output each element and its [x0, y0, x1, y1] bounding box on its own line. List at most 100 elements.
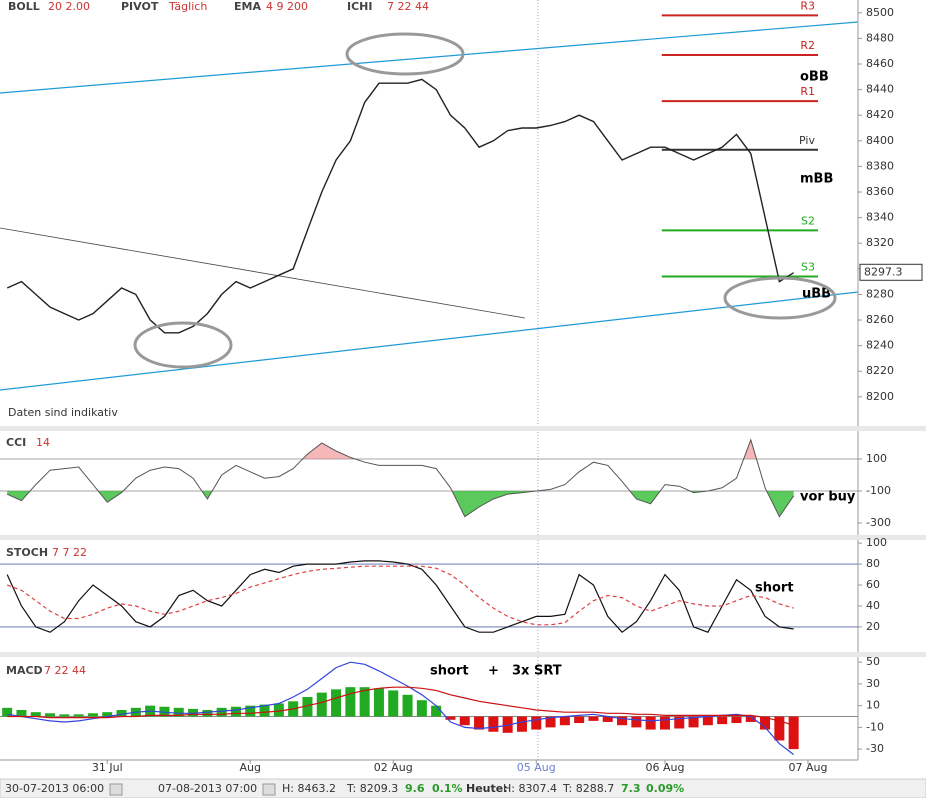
- pivot-label: Piv: [799, 134, 815, 147]
- x-tick-label: Aug: [240, 761, 261, 774]
- histogram-bar: [559, 716, 570, 726]
- highlight-ellipse: [723, 276, 837, 320]
- trend-line: [0, 21, 859, 94]
- y-tick-label: 80: [866, 557, 880, 570]
- panel-params: 7 22 44: [44, 664, 86, 677]
- pivot-label: S3: [801, 261, 815, 274]
- y-tick-label: 100: [866, 452, 887, 465]
- annotation: mBB: [800, 172, 833, 187]
- histogram-bar: [702, 716, 713, 726]
- histogram-bar: [345, 687, 356, 717]
- status-today: Heute:: [466, 782, 508, 795]
- last-price-box: [859, 263, 923, 281]
- histogram-bar: [216, 707, 227, 717]
- x-tick-label: 06 Aug: [645, 761, 684, 774]
- panel-params: 14: [36, 436, 50, 449]
- last-price-label: 8297.3: [864, 265, 903, 278]
- annotation: vor buy: [800, 490, 856, 505]
- annotation: oBB: [800, 70, 829, 85]
- y-tick-label: 8440: [866, 83, 894, 96]
- status-today-low: T: 8288.7: [562, 782, 614, 795]
- histogram-bar: [588, 716, 599, 721]
- status-today-change: 7.3: [621, 782, 641, 795]
- histogram-bar: [45, 713, 56, 717]
- x-tick-label: 07 Aug: [788, 761, 827, 774]
- histogram-bar: [87, 713, 98, 717]
- calendar-icon[interactable]: [262, 783, 276, 796]
- annotation: short: [430, 664, 469, 679]
- y-tick-label: 8340: [866, 211, 894, 224]
- indicator-params: 7 22 44: [387, 0, 429, 13]
- histogram-bar: [617, 716, 628, 726]
- histogram-bar: [202, 710, 213, 717]
- panel-divider[interactable]: [0, 535, 926, 540]
- y-tick-label: 8240: [866, 339, 894, 352]
- y-tick-label: 8260: [866, 313, 894, 326]
- status-low: T: 8209.3: [346, 782, 398, 795]
- y-tick-label: 8320: [866, 236, 894, 249]
- histogram-bar: [173, 707, 184, 717]
- series-line: [6, 560, 794, 634]
- indicator-name: BOLL: [8, 0, 40, 13]
- status-change-pct: 0.1%: [432, 782, 463, 795]
- y-tick-label: 40: [866, 599, 880, 612]
- macd-line: [7, 661, 795, 756]
- histogram-bar: [731, 716, 742, 724]
- y-tick-label: 100: [866, 536, 887, 549]
- panel-title: STOCH: [6, 546, 48, 559]
- price-line: [6, 78, 795, 334]
- status-high: H: 8463.2: [282, 782, 336, 795]
- histogram-bar: [760, 716, 771, 730]
- histogram-bar: [788, 716, 799, 750]
- calendar-icon[interactable]: [109, 783, 123, 796]
- y-tick-label: -300: [866, 516, 891, 529]
- annotation: +: [488, 664, 499, 679]
- cci-overbought-fill: [302, 439, 757, 460]
- indicator-name: ICHI: [347, 0, 372, 13]
- histogram-bar: [431, 705, 442, 717]
- annotation: short: [755, 581, 794, 596]
- histogram-bar: [388, 690, 399, 717]
- trend-line: [0, 291, 859, 391]
- histogram-bar: [717, 716, 728, 725]
- series-line: [6, 565, 794, 626]
- status-to: 07-08-2013 07:00: [158, 782, 257, 795]
- histogram-bar: [674, 716, 685, 729]
- histogram-bar: [531, 716, 542, 730]
- x-tick-label: 05 Aug: [517, 761, 556, 774]
- histogram-bar: [631, 716, 642, 728]
- histogram-bar: [402, 694, 413, 717]
- histogram-bar: [116, 710, 127, 717]
- y-tick-label: 8360: [866, 185, 894, 198]
- histogram-bar: [445, 716, 456, 720]
- y-tick-label: -100: [866, 484, 891, 497]
- histogram-bar: [59, 714, 70, 717]
- note: Daten sind indikativ: [8, 406, 118, 419]
- histogram-bar: [273, 703, 284, 717]
- histogram-bar: [416, 700, 427, 717]
- histogram-bar: [516, 716, 527, 732]
- trend-line: [0, 227, 526, 319]
- histogram-bar: [474, 716, 485, 730]
- status-change: 9.6: [405, 782, 425, 795]
- histogram-bar: [745, 716, 756, 722]
- y-tick-label: 8380: [866, 159, 894, 172]
- status-from: 30-07-2013 06:00: [5, 782, 104, 795]
- panel-divider[interactable]: [0, 426, 926, 431]
- y-tick-label: 60: [866, 578, 880, 591]
- y-tick-label: 8220: [866, 364, 894, 377]
- y-tick-label: -10: [866, 720, 884, 733]
- histogram-bar: [302, 696, 313, 717]
- status-today-change-pct: 0.09%: [646, 782, 684, 795]
- indicator-params: Täglich: [168, 0, 207, 13]
- indicator-params: 20 2.00: [48, 0, 90, 13]
- cci-line: [6, 438, 795, 518]
- histogram-bar: [73, 714, 84, 717]
- panel-divider[interactable]: [0, 652, 926, 657]
- y-tick-label: 50: [866, 655, 880, 668]
- pivot-label: S2: [801, 214, 815, 227]
- indicator-name: PIVOT: [121, 0, 159, 13]
- histogram-bar: [602, 716, 613, 722]
